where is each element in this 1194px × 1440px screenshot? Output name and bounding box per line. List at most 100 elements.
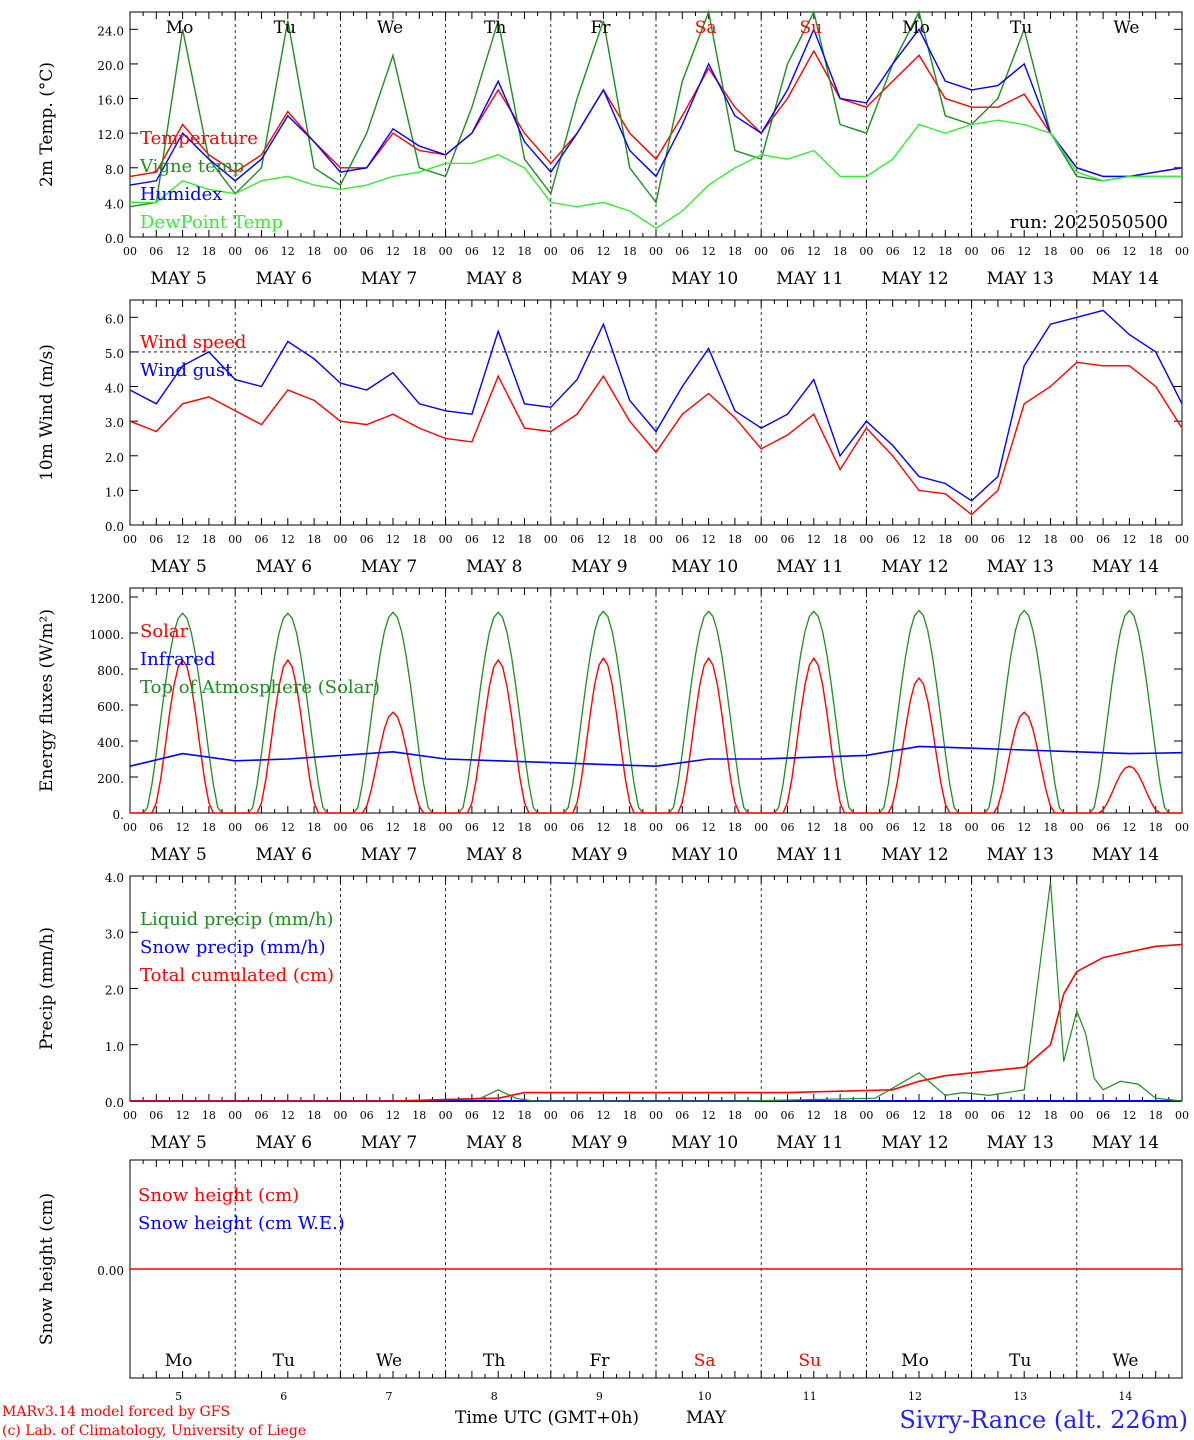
temp-series-0 [129,49,1183,178]
hour-tick-label: 06 [465,1109,479,1122]
hour-tick-label: 00 [754,821,768,834]
hour-tick-label: 12 [807,533,821,546]
run-label: run: 2025050500 [1010,212,1168,233]
hour-tick-label: 12 [386,245,400,258]
day-number-label: 13 [1013,1390,1027,1403]
hour-tick-label: 18 [202,533,216,546]
hour-tick-label: 12 [702,821,716,834]
hour-tick-label: 18 [728,533,742,546]
hour-tick-label: 06 [781,1109,795,1122]
cumulated-precip-series [130,943,1183,1102]
hour-tick-label: 12 [281,533,295,546]
hour-tick-label: 12 [386,533,400,546]
y-axis-label: Precip (mm/h) [37,927,57,1050]
y-tick-label: 8.0 [105,163,124,177]
hour-tick-label: 18 [938,821,952,834]
hour-tick-label: 06 [675,245,689,258]
hour-tick-label: 00 [1175,821,1189,834]
legend-entry: Wind gust [140,360,233,381]
hour-tick-label: 12 [1017,821,1031,834]
hour-tick-label: 12 [596,533,610,546]
date-label: MAY 10 [671,845,738,865]
hour-tick-label: 12 [1122,1109,1136,1122]
temp-series-1 [129,9,1182,208]
y-tick-label: 1000. [90,628,124,642]
hour-tick-label: 00 [544,245,558,258]
hour-tick-label: 00 [649,821,663,834]
hour-tick-label: 18 [833,533,847,546]
hour-tick-label: 12 [912,821,926,834]
date-label: MAY 9 [571,269,627,289]
hour-tick-label: 00 [859,533,873,546]
y-tick-label: 16.0 [97,94,124,108]
hour-tick-label: 18 [623,1109,637,1122]
y-tick-label: 0.0 [105,1096,124,1110]
x-axis-label: Time UTC (GMT+0h) [455,1408,639,1428]
legend-entry: Humidex [140,184,222,205]
hour-tick-label: 00 [1070,245,1084,258]
hour-tick-label: 00 [649,1109,663,1122]
hour-tick-label: 06 [675,533,689,546]
hour-tick-label: 00 [333,245,347,258]
y-tick-label: 12.0 [97,128,124,142]
day-name-label: Th [483,1351,505,1371]
temp-series-2 [129,27,1183,186]
y-tick-label: 600. [97,700,124,714]
hour-tick-label: 18 [307,533,321,546]
y-tick-label: 3.0 [105,416,124,430]
date-label: MAY 10 [671,269,738,289]
hour-tick-label: 12 [1017,245,1031,258]
hour-tick-label: 00 [1175,245,1189,258]
y-tick-label: 800. [97,664,124,678]
infrared-series [129,745,1183,768]
hour-tick-label: 06 [465,245,479,258]
hour-tick-label: 00 [1070,821,1084,834]
date-label: MAY 14 [1092,557,1159,577]
legend-entry: Vigne temp [139,156,244,177]
hour-tick-label: 12 [176,1109,190,1122]
hour-tick-label: 12 [702,533,716,546]
hour-tick-label: 18 [202,1109,216,1122]
hour-tick-label: 06 [360,1109,374,1122]
y-tick-label: 0.00 [97,1264,124,1278]
legend-entry: Snow height (cm) [138,1185,299,1206]
hour-tick-label: 18 [623,245,637,258]
y-tick-label: 1.0 [105,1040,124,1054]
hour-tick-label: 18 [412,245,426,258]
hour-tick-label: 18 [1044,245,1058,258]
hour-tick-label: 06 [570,1109,584,1122]
date-label: MAY 7 [361,845,417,865]
day-name-label: Tu [274,18,296,38]
hour-tick-label: 00 [544,533,558,546]
y-tick-label: 4.0 [105,382,124,396]
hour-tick-label: 00 [649,533,663,546]
day-name-label: Sa [695,18,717,38]
hour-tick-label: 06 [886,533,900,546]
date-label: MAY 14 [1092,269,1159,289]
hour-tick-label: 06 [991,533,1005,546]
y-axis-label: 2m Temp. (°C) [37,62,57,187]
day-number-label: 7 [386,1390,393,1403]
hour-tick-label: 18 [518,533,532,546]
temp-series-3 [130,119,1182,230]
date-label: MAY 8 [466,557,522,577]
hour-tick-label: 06 [360,821,374,834]
date-label: MAY 11 [776,845,843,865]
hour-tick-label: 12 [281,1109,295,1122]
day-number-label: 12 [908,1390,922,1403]
day-number-label: 9 [596,1390,603,1403]
hour-tick-label: 12 [807,821,821,834]
hour-tick-label: 00 [439,1109,453,1122]
hour-tick-label: 06 [991,1109,1005,1122]
hour-tick-label: 06 [465,533,479,546]
date-label: MAY 13 [987,557,1054,577]
day-name-label: Th [484,18,506,38]
hour-tick-label: 12 [702,245,716,258]
hour-tick-label: 18 [518,821,532,834]
y-tick-label: 20.0 [97,59,124,73]
day-name-label: We [1112,1351,1138,1371]
day-name-label: Fr [590,18,611,38]
hour-tick-label: 06 [149,1109,163,1122]
hour-tick-label: 06 [1096,533,1110,546]
hour-tick-label: 06 [1096,1109,1110,1122]
